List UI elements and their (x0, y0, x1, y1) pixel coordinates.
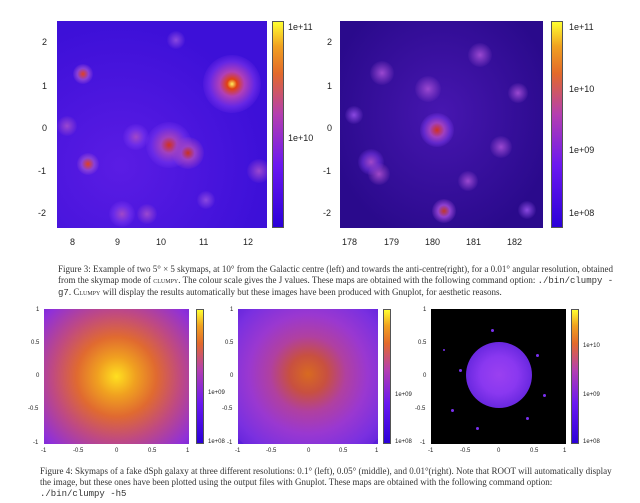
panel2-ytick: 0.5 (225, 340, 234, 346)
right-cbtick: 1e+11 (569, 22, 594, 32)
panel2-cbtick: 1e+09 (395, 392, 412, 398)
colorbar-left (272, 21, 284, 228)
figure-3-caption: Figure 3: Example of two 5° × 5 skymaps,… (58, 264, 614, 298)
panel2-xtick: 0 (307, 448, 311, 454)
right-xtick: 179 (384, 237, 400, 247)
panel2-xtick: 1 (375, 448, 379, 454)
right-ytick: 0 (327, 123, 333, 133)
left-xtick: 9 (115, 237, 121, 247)
left-xtick: 10 (156, 237, 167, 247)
panel2-ytick: 0 (230, 373, 234, 379)
panel1-ytick: 0.5 (31, 340, 40, 346)
dsph-skymap-coarse (44, 309, 189, 444)
panel3-xtick: -0.5 (460, 448, 471, 454)
left-ytick: 2 (42, 37, 48, 47)
panel3-xtick: 0 (497, 448, 501, 454)
panel3-xtick: 0.5 (530, 448, 539, 454)
panel1-ytick: 1 (36, 307, 40, 313)
right-xtick: 181 (466, 237, 482, 247)
skymap-right (340, 21, 543, 228)
panel3-xtick: -1 (428, 448, 434, 454)
left-ytick: -2 (38, 208, 47, 218)
panel1-xtick: 1 (186, 448, 190, 454)
right-cbtick: 1e+10 (569, 84, 595, 94)
skymap-left (57, 21, 267, 228)
panel3-cbtick: 1e+09 (583, 392, 600, 398)
right-xtick: 182 (507, 237, 523, 247)
left-xtick: 11 (199, 237, 209, 247)
right-cbtick: 1e+09 (569, 145, 595, 155)
panel1-xtick: -1 (41, 448, 47, 454)
left-ytick: 0 (42, 123, 48, 133)
left-xtick: 8 (70, 237, 76, 247)
left-ytick: -1 (38, 166, 47, 176)
panel2-xtick: -1 (235, 448, 241, 454)
panel1-cbtick: 1e+08 (208, 439, 225, 445)
right-ytick: 1 (327, 81, 333, 91)
panel2-ytick: -1 (227, 440, 233, 446)
right-cbtick: 1e+08 (569, 208, 595, 218)
panel1-ytick: -0.5 (28, 406, 39, 412)
panel1-ytick: -1 (33, 440, 39, 446)
panel3-ytick: 0 (423, 373, 427, 379)
panel1-ytick: 0 (36, 373, 40, 379)
colorbar-right (551, 21, 563, 228)
panel1-cbtick: 1e+09 (208, 390, 225, 396)
panel3-cbtick: 1e+10 (583, 343, 600, 349)
colorbar-panel-1 (196, 309, 204, 444)
panel3-ytick: -0.5 (415, 406, 426, 412)
colorbar-panel-3 (571, 309, 579, 444)
panel2-xtick: -0.5 (266, 448, 277, 454)
panel1-xtick: -0.5 (73, 448, 84, 454)
right-ytick: -1 (323, 166, 332, 176)
right-xtick: 178 (342, 237, 358, 247)
left-cbtick: 1e+10 (288, 133, 314, 143)
panel1-xtick: 0 (115, 448, 119, 454)
left-xtick: 12 (243, 237, 254, 247)
panel2-xtick: 0.5 (339, 448, 348, 454)
panel3-cbtick: 1e+08 (583, 439, 600, 445)
dsph-skymap-fine (431, 309, 566, 444)
panel3-ytick: 1 (423, 307, 427, 313)
left-ytick: 1 (42, 81, 48, 91)
panel3-xtick: 1 (563, 448, 567, 454)
panel3-ytick: -1 (420, 440, 426, 446)
colorbar-panel-2 (383, 309, 391, 444)
left-cbtick: 1e+11 (288, 22, 313, 32)
panel2-cbtick: 1e+08 (395, 439, 412, 445)
panel2-ytick: -0.5 (222, 406, 233, 412)
panel1-xtick: 0.5 (148, 448, 157, 454)
dsph-skymap-medium (238, 309, 378, 444)
panel2-ytick: 1 (230, 307, 234, 313)
right-ytick: -2 (323, 208, 332, 218)
figure-4-caption: Figure 4: Skymaps of a fake dSph galaxy … (40, 466, 612, 499)
right-ytick: 2 (327, 37, 333, 47)
right-xtick: 180 (425, 237, 441, 247)
panel3-ytick: 0.5 (418, 340, 427, 346)
